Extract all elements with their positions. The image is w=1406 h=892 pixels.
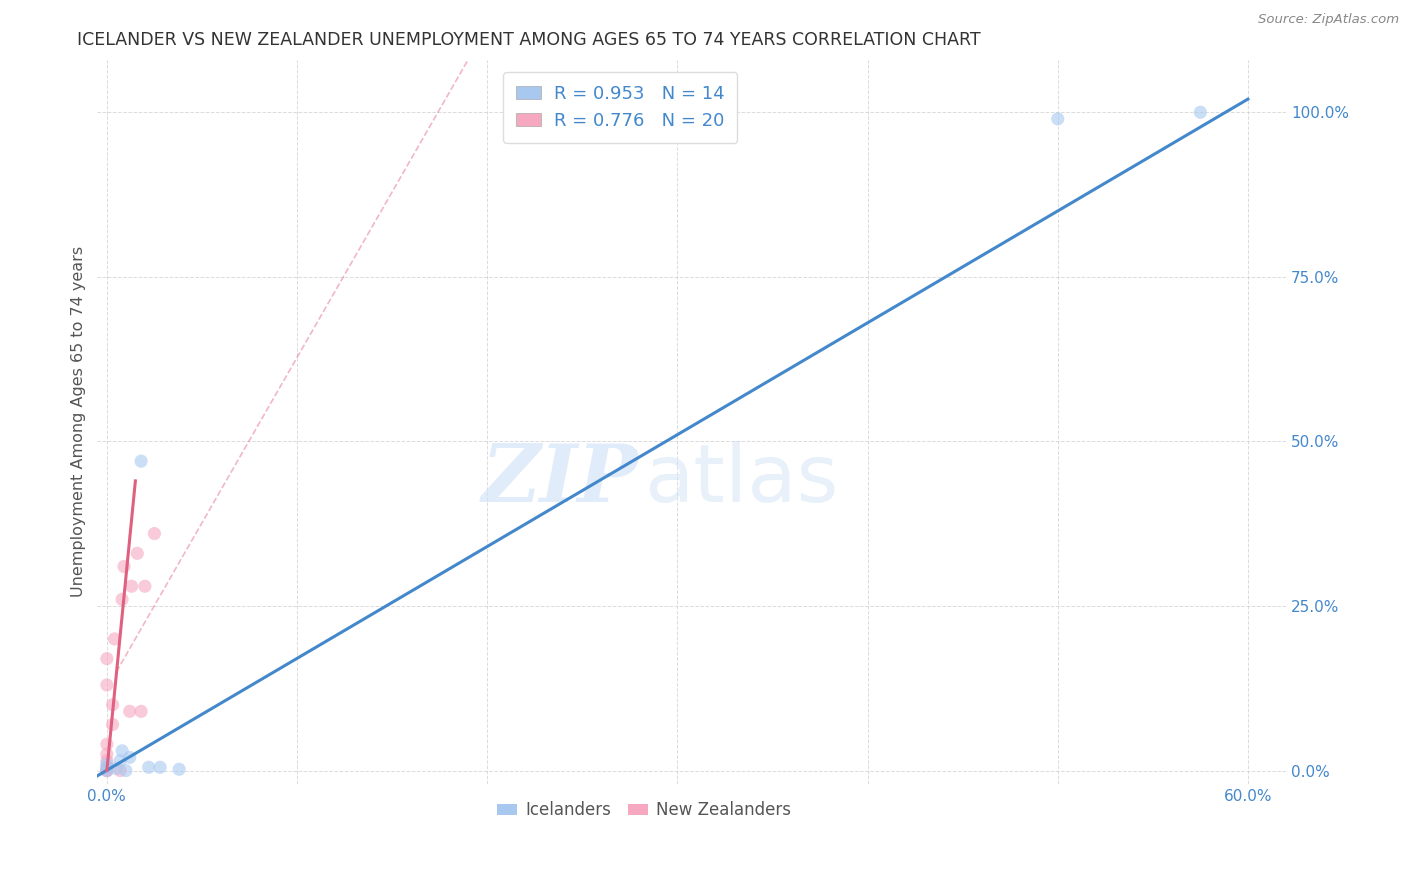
Point [115,764,138,778]
Point [167,762,190,776]
Point [127,546,149,560]
Text: ICELANDER VS NEW ZEALANDER UNEMPLOYMENT AMONG AGES 65 TO 74 YEARS CORRELATION CH: ICELANDER VS NEW ZEALANDER UNEMPLOYMENT … [77,31,981,49]
Point [96,754,118,768]
Point [138,760,160,774]
Point [112,559,135,574]
Point [96,764,118,778]
Point [96,678,118,692]
Point [101,717,124,731]
Point [121,579,143,593]
Point [111,744,134,758]
Legend: Icelanders, New Zealanders: Icelanders, New Zealanders [491,795,797,826]
Text: Source: ZipAtlas.com: Source: ZipAtlas.com [1258,13,1399,27]
Point [129,454,152,468]
Point [118,750,141,764]
Point [111,592,134,607]
Point [101,698,124,712]
Point [96,737,118,751]
Y-axis label: Unemployment Among Ages 65 to 74 years: Unemployment Among Ages 65 to 74 years [72,246,86,598]
Text: ZIP: ZIP [481,441,638,518]
Point [103,632,125,646]
Point [96,756,118,771]
Text: atlas: atlas [644,441,838,518]
Point [108,754,131,768]
Point [1046,112,1069,126]
Point [105,762,128,776]
Point [96,764,118,778]
Point [134,579,156,593]
Point [96,764,118,778]
Point [129,704,152,718]
Point [143,526,166,541]
Point [108,764,131,778]
Point [96,747,118,761]
Point [96,760,118,774]
Point [1189,105,1212,120]
Point [96,651,118,665]
Point [118,704,141,718]
Point [149,760,172,774]
Point [96,760,118,774]
